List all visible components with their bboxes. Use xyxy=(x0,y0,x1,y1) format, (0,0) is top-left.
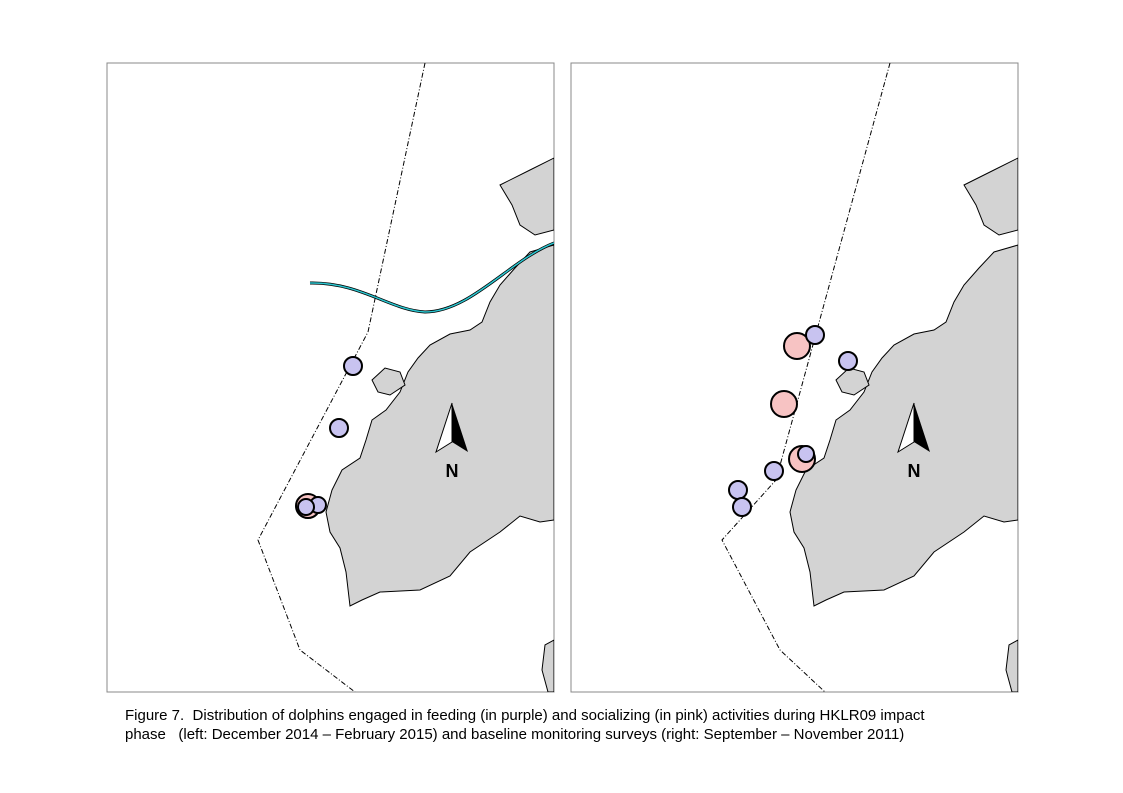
north-arrow: N xyxy=(435,402,468,481)
north-label: N xyxy=(908,461,921,481)
left-panel xyxy=(106,62,555,693)
right-map xyxy=(721,63,1018,692)
left-map xyxy=(257,63,554,692)
caption-line: Figure 7. Distribution of dolphins engag… xyxy=(125,707,925,724)
north-label: N xyxy=(446,461,459,481)
caption-line: phase (left: December 2014 – February 20… xyxy=(125,726,904,743)
right-panel xyxy=(570,62,1019,693)
north-arrow: N xyxy=(897,402,930,481)
